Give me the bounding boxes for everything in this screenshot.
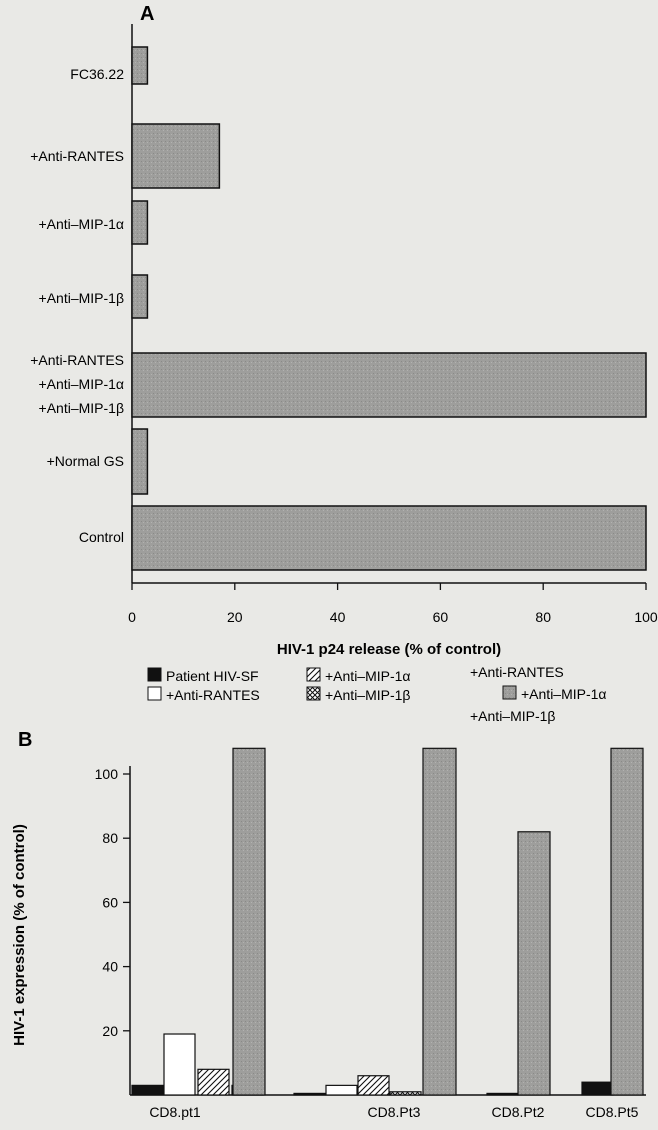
panel-b-bar: [358, 1076, 389, 1095]
panel-a-x-axis-title: HIV-1 p24 release (% of control): [277, 641, 501, 658]
panel-b-chart: Patient HIV-SF +Anti-RANTES +Anti–MIP-1α +A…: [11, 664, 646, 1120]
panel-a-x-tick-label: 100: [634, 609, 658, 625]
panel-a-bar: [132, 506, 646, 570]
panel-b-letter: B: [18, 729, 32, 751]
panel-a-category-label: Control: [79, 529, 124, 545]
panel-a-bar: [132, 353, 646, 417]
panel-b-legend-label: +Anti–MIP-1β: [470, 708, 555, 724]
panel-b-category-label: CD8.Pt2: [492, 1104, 545, 1120]
panel-b-y-tick-label: 20: [102, 1023, 118, 1039]
panel-a-category-label: +Anti-RANTES: [30, 148, 124, 164]
panel-a-letter: A: [140, 3, 154, 25]
panel-b-legend-label: +Anti-RANTES: [166, 687, 260, 703]
panel-b-bar: [233, 748, 265, 1095]
panel-a-bar: [132, 429, 147, 494]
panel-a-x-tick-label: 60: [433, 609, 449, 625]
panel-b-category-label: CD8.pt1: [149, 1104, 201, 1120]
panel-a-x-tick-label: 20: [227, 609, 243, 625]
panel-b-legend-swatch: [148, 668, 161, 681]
panel-b-legend-label: +Anti–MIP-1α: [325, 668, 411, 684]
panel-b-bar: [132, 1085, 163, 1095]
panel-b-bar: [198, 1069, 229, 1095]
panel-a-x-tick-label: 0: [128, 609, 136, 625]
panel-b-legend-label: +Anti–MIP-1β: [325, 687, 410, 703]
panel-b-legend-label: +Anti-RANTES: [470, 664, 564, 680]
panel-a-bar: [132, 275, 147, 318]
panel-a-x-tick-label: 80: [535, 609, 551, 625]
panel-b-bar: [518, 832, 550, 1095]
panel-b-bar: [326, 1085, 357, 1095]
panel-b-legend-label: Patient HIV-SF: [166, 668, 259, 684]
panel-a-bar: [132, 124, 219, 188]
panel-b-legend-label: +Anti–MIP-1α: [521, 686, 607, 702]
panel-a-category-label: +Anti-RANTES: [30, 352, 124, 368]
panel-b-legend-swatch: [307, 668, 320, 681]
panel-a-chart: FC36.22 +Anti-RANTES +Anti–MIP-1α +Anti–MIP…: [30, 24, 658, 658]
panel-b-bar: [294, 1093, 325, 1095]
panel-b-category-label: CD8.Pt3: [368, 1104, 421, 1120]
panel-a-category-label: +Anti–MIP-1β: [39, 290, 124, 306]
panel-a-bar: [132, 201, 147, 244]
panel-b-bar: [582, 1082, 613, 1095]
panel-a-category-label: +Anti–MIP-1α: [38, 216, 124, 232]
panel-b-bar: [487, 1093, 518, 1095]
panel-a-category-label: +Normal GS: [47, 453, 124, 469]
panel-b-category-label: CD8.Pt5: [586, 1104, 639, 1120]
panel-b-y-tick-label: 80: [102, 830, 118, 846]
panel-a-bar: [132, 47, 147, 84]
panel-b-legend-swatch: [307, 687, 320, 700]
panel-b-bar: [164, 1034, 195, 1095]
panel-b-y-tick-label: 60: [102, 894, 118, 910]
panel-b-legend-swatch: [148, 687, 161, 700]
panel-b-y-tick-label: 40: [102, 959, 118, 975]
panel-b-bar: [611, 748, 643, 1095]
panel-b-y-axis-title: HIV-1 expression (% of control): [11, 824, 28, 1046]
panel-b-bar: [423, 748, 456, 1095]
panel-a-category-label: +Anti–MIP-1β: [39, 400, 124, 416]
panel-b-y-tick-label: 100: [95, 766, 119, 782]
panel-b-legend-swatch: [503, 686, 516, 699]
panel-a-category-label: FC36.22: [70, 66, 124, 82]
panel-b-bar: [390, 1092, 421, 1095]
panel-a-category-label: +Anti–MIP-1α: [38, 376, 124, 392]
panel-a-x-tick-label: 40: [330, 609, 346, 625]
